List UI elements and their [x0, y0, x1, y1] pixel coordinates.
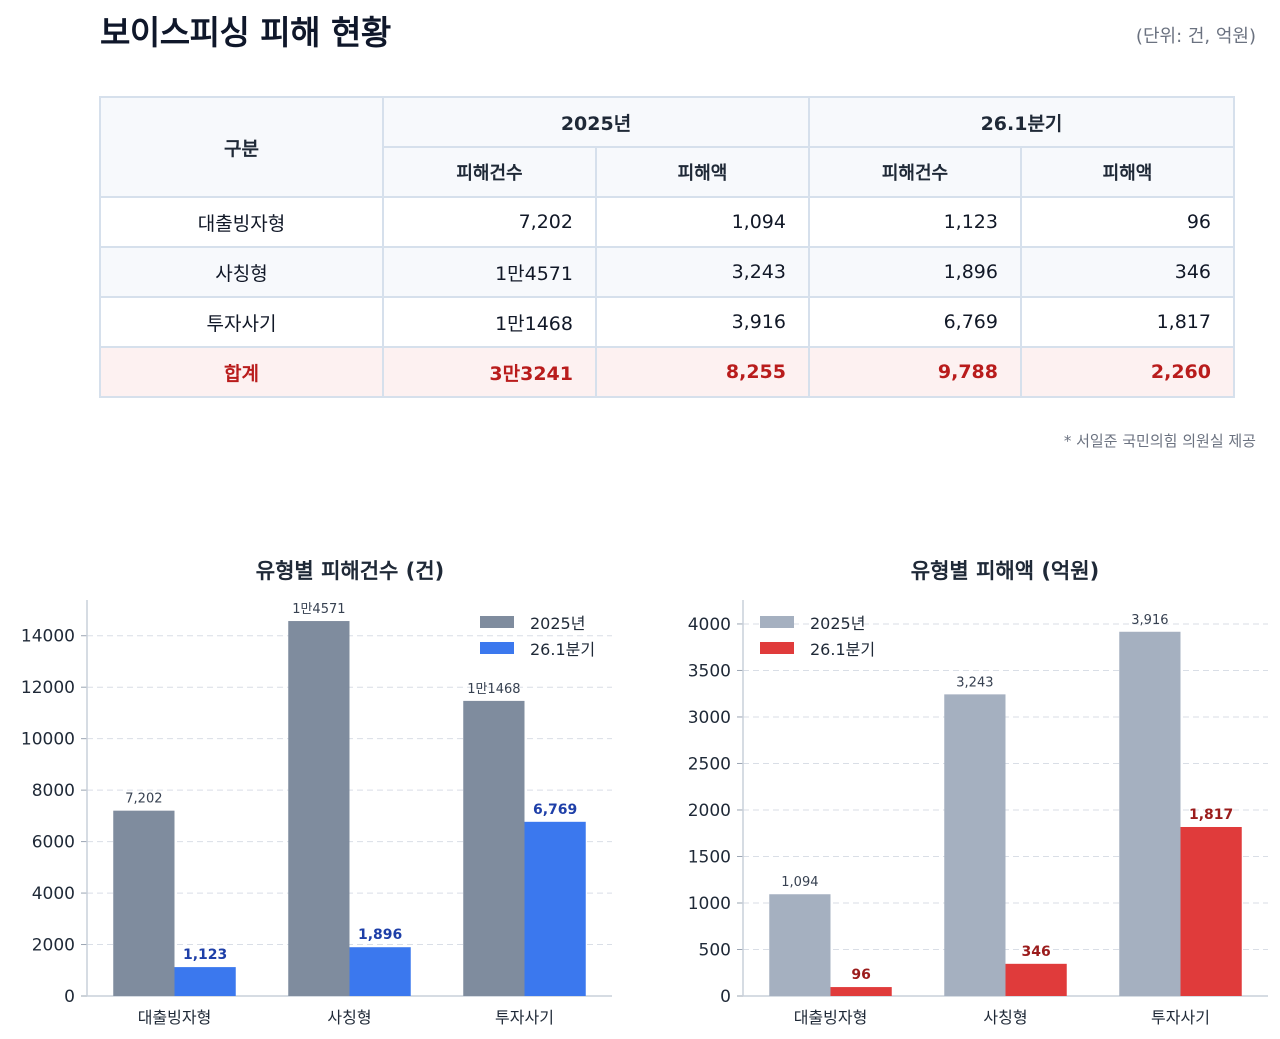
- legend-label-2025: 2025년: [530, 614, 585, 633]
- row-category: 합계: [99, 346, 384, 398]
- table-subheader-row: 피해건수 피해액 피해건수 피해액: [100, 146, 1235, 198]
- legend-swatch-2025: [760, 616, 794, 628]
- y-tick-label: 1000: [688, 894, 731, 914]
- header-group-q1: 26.1분기: [808, 96, 1235, 148]
- bar-q1: [524, 821, 586, 996]
- table-row: 사칭형 1만4571 3,243 1,896 346: [99, 246, 1235, 298]
- legend-label-q1: 26.1분기: [810, 640, 875, 659]
- x-tick-label: 대출빙자형: [138, 1008, 212, 1027]
- cell-2025-amount: 3,243: [595, 246, 810, 298]
- data-label-2025: 1,094: [781, 875, 818, 890]
- chart-title: 유형별 피해액 (억원): [911, 559, 1099, 583]
- bar-2025: [288, 621, 350, 996]
- source-note: * 서일준 국민의힘 의원실 제공: [1063, 432, 1256, 450]
- bar-q1: [174, 967, 236, 996]
- cell-q1-count: 1,123: [808, 196, 1022, 248]
- bar-2025: [769, 894, 831, 996]
- header-q1-count: 피해건수: [808, 146, 1022, 198]
- x-tick-label: 투자사기: [1151, 1008, 1210, 1027]
- unit-note: (단위: 건, 억원): [1135, 26, 1256, 47]
- count-bar-chart: 유형별 피해건수 (건) 0 2000 4000 6000 8000 10000 12000 1…: [21, 559, 612, 1027]
- row-category: 대출빙자형: [99, 196, 384, 248]
- cell-2025-amount: 1,094: [595, 196, 810, 248]
- y-tick-label: 500: [699, 940, 731, 960]
- data-label-2025: 1만1468: [467, 682, 520, 697]
- header-2025-amount: 피해액: [595, 146, 810, 198]
- bar-2025: [944, 694, 1006, 996]
- data-label-q1: 6,769: [533, 802, 577, 818]
- table-row: 투자사기 1만1468 3,916 6,769 1,817: [99, 296, 1235, 348]
- bar-q1: [830, 987, 892, 996]
- legend-swatch-2025: [480, 616, 514, 628]
- y-tick-label: 12000: [21, 678, 75, 698]
- table-row: 대출빙자형 7,202 1,094 1,123 96: [99, 196, 1235, 248]
- x-tick-label: 대출빙자형: [794, 1008, 868, 1027]
- summary-table: 구분 2025년 26.1분기 피해건수 피해액 피해건수 피해액 대출빙자형 …: [99, 96, 1235, 398]
- data-label-2025: 1만4571: [292, 602, 345, 617]
- y-tick-label: 1500: [688, 847, 731, 867]
- amount-bar-chart: 유형별 피해액 (억원) 0 500 1000 1500 2000 2500 3000 3500…: [688, 559, 1268, 1027]
- cell-q1-amount: 2,260: [1020, 346, 1235, 398]
- x-tick-label: 사칭형: [983, 1008, 1027, 1027]
- data-label-2025: 3,243: [956, 675, 993, 690]
- legend-swatch-q1: [760, 642, 794, 654]
- y-tick-label: 8000: [32, 781, 75, 801]
- cell-2025-count: 1만1468: [382, 296, 597, 348]
- bar-q1: [1005, 963, 1067, 996]
- x-tick-label: 투자사기: [495, 1008, 554, 1027]
- y-tick-label: 6000: [32, 833, 75, 853]
- y-tick-label: 2000: [688, 801, 731, 821]
- header-2025-count: 피해건수: [382, 146, 597, 198]
- header-group-2025: 2025년: [382, 96, 810, 148]
- y-tick-label: 4000: [688, 615, 731, 635]
- cell-q1-amount: 346: [1020, 246, 1235, 298]
- header-category: 구분: [99, 96, 384, 198]
- data-label-q1: 1,896: [358, 927, 402, 943]
- y-tick-label: 0: [64, 987, 75, 1007]
- table-total-row: 합계 3만3241 8,255 9,788 2,260: [99, 346, 1235, 398]
- cell-q1-count: 9,788: [808, 346, 1022, 398]
- table-header-row: 구분 2025년 26.1분기: [99, 96, 1235, 198]
- y-tick-label: 3000: [688, 708, 731, 728]
- cell-2025-amount: 8,255: [595, 346, 810, 398]
- data-label-2025: 7,202: [125, 792, 162, 807]
- y-tick-label: 0: [720, 987, 731, 1007]
- y-tick-label: 2500: [688, 754, 731, 774]
- cell-2025-count: 3만3241: [382, 346, 597, 398]
- bar-2025: [1119, 631, 1181, 996]
- bar-q1: [1180, 826, 1242, 996]
- cell-2025-amount: 3,916: [595, 296, 810, 348]
- data-label-q1: 1,123: [183, 947, 227, 963]
- cell-2025-count: 1만4571: [382, 246, 597, 298]
- bar-q1: [349, 947, 411, 996]
- data-label-q1: 346: [1022, 944, 1051, 960]
- row-category: 투자사기: [99, 296, 384, 348]
- cell-2025-count: 7,202: [382, 196, 597, 248]
- bar-2025: [113, 810, 175, 996]
- data-label-q1: 96: [851, 967, 870, 983]
- y-tick-label: 4000: [32, 884, 75, 904]
- bar-2025: [463, 700, 525, 996]
- row-category: 사칭형: [99, 246, 384, 298]
- cell-q1-count: 6,769: [808, 296, 1022, 348]
- header-q1-amount: 피해액: [1020, 146, 1235, 198]
- data-label-2025: 3,916: [1131, 613, 1168, 628]
- y-tick-label: 2000: [32, 936, 75, 956]
- y-tick-label: 14000: [21, 627, 75, 647]
- cell-q1-count: 1,896: [808, 246, 1022, 298]
- page-title: 보이스피싱 피해 현황: [100, 13, 391, 52]
- y-tick-label: 3500: [688, 661, 731, 681]
- data-label-q1: 1,817: [1189, 807, 1233, 823]
- legend-label-q1: 26.1분기: [530, 640, 595, 659]
- cell-q1-amount: 96: [1020, 196, 1235, 248]
- x-tick-label: 사칭형: [327, 1008, 371, 1027]
- y-tick-label: 10000: [21, 730, 75, 750]
- chart-title: 유형별 피해건수 (건): [256, 559, 444, 583]
- legend-swatch-q1: [480, 642, 514, 654]
- legend-label-2025: 2025년: [810, 614, 865, 633]
- cell-q1-amount: 1,817: [1020, 296, 1235, 348]
